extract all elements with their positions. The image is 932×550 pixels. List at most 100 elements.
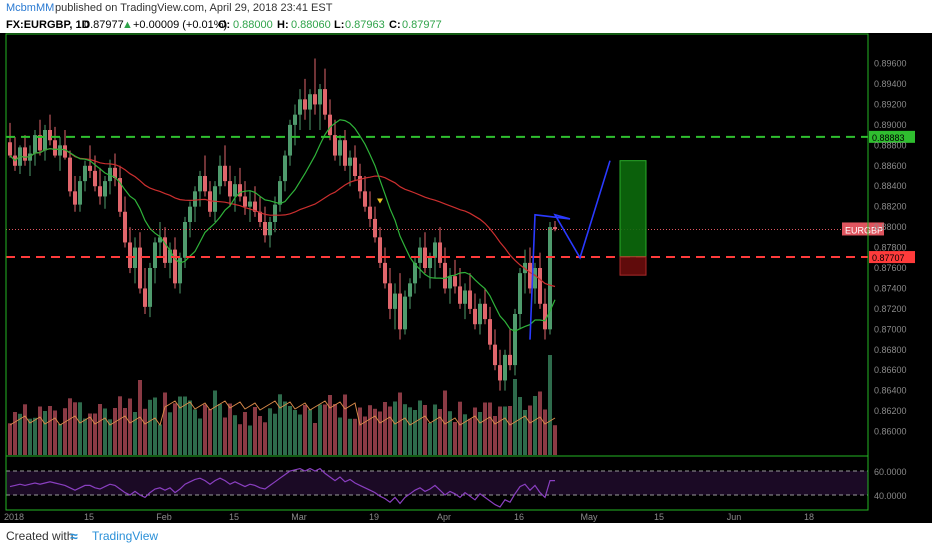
candle-body [188,206,192,222]
candle-body [468,290,472,309]
x-tick-label: 15 [84,512,94,522]
candle-body [323,89,327,115]
y-tick-label: 0.88400 [874,181,907,191]
volume-bar [113,408,117,455]
candle-body [488,319,492,345]
chart-frame [5,33,869,511]
candle-body [243,196,247,207]
profit-zone [619,160,647,258]
volume-panel [8,355,557,455]
volume-bar [118,396,122,455]
candle-body [288,124,292,156]
symbol-info-bar: FX:EURGBP, 1D 0.87977 ▲ +0.00009 (+0.01%… [0,17,932,33]
y-tick-label: 0.87600 [874,263,907,273]
volume-bar [153,397,157,455]
close-label: C: [389,19,401,31]
candle-body [163,237,167,263]
volume-bar [78,402,82,455]
volume-bar [18,413,22,455]
tradingview-brand[interactable]: TradingView [92,529,159,543]
candle-body [518,273,522,314]
candle-body [418,247,422,263]
volume-bar [163,392,167,455]
volume-bar [528,405,532,455]
candle-body [368,206,372,219]
candle-body [463,290,467,304]
rsi-level-label: 40.0000 [874,491,907,501]
candle-body [93,170,97,187]
candle-body [53,140,57,156]
volume-bar [23,404,27,455]
volume-bar [268,408,272,455]
candle-body [353,157,357,176]
volume-bar [183,396,187,455]
candle-body [278,181,282,205]
volume-bar [493,416,497,455]
rsi-pane-border [5,455,869,511]
projection-line [529,160,611,340]
y-tick-label: 0.87400 [874,283,907,293]
level-price-tag [869,130,915,143]
candle-body [263,222,267,236]
candle-body [268,222,272,236]
candle-body [8,142,12,156]
candle-body [248,201,252,207]
candle-body [393,293,397,309]
candle-body [303,99,307,110]
volume-bar [223,417,227,455]
volume-bar [538,391,542,455]
candle-body [258,211,262,222]
candle-body [363,191,367,207]
candle-body [213,186,217,212]
candle-body [118,178,122,212]
signal-marker-icon [377,198,383,204]
candle-body [23,147,27,161]
author-name[interactable]: McbmMM [6,2,55,14]
volume-bar [193,409,197,455]
y-tick-label: 0.86400 [874,386,907,396]
volume-bar [478,412,482,455]
candle-body [133,247,137,268]
candle-body [458,286,462,304]
x-tick-label: Feb [156,512,172,522]
rsi-level-label: 60.0000 [874,467,907,477]
volume-bar [308,409,312,455]
volume-bar [378,411,382,455]
volume-bar [28,418,32,455]
level-price-tag [869,251,915,264]
volume-bar [503,406,507,455]
candle-body [308,94,312,110]
volume-bar [313,423,317,455]
candle-body [528,262,532,289]
rsi-line [9,467,555,508]
volume-bar [433,404,437,455]
candle-body [408,283,412,297]
price-change: +0.00009 (+0.01%) [133,19,228,31]
volume-bar [408,407,412,455]
volume-bar [298,414,302,455]
high-label: H: [277,19,289,31]
volume-bar [438,409,442,455]
candle-body [198,176,202,192]
candle-body [178,257,182,284]
volume-bar [13,412,17,455]
volume-bar [253,407,257,455]
candle-body [43,130,47,151]
tradingview-logo-icon[interactable]: ≈ [70,528,78,544]
volume-bar [363,416,367,455]
symbol-label: FX:EURGBP, 1D [6,19,90,31]
candle-body [383,262,387,284]
x-tick-label: 15 [654,512,664,522]
volume-bar [103,408,107,455]
volume-bar [448,411,452,455]
volume-bar [273,413,277,455]
volume-bar [213,390,217,455]
volume-bar [168,412,172,455]
volume-bar [413,410,417,455]
volume-bar [483,402,487,455]
x-tick-label: 16 [514,512,524,522]
candle-body [203,176,207,192]
volume-bar [8,423,12,455]
volume-bar [373,408,377,455]
chart-area[interactable]: 60.0000 40.0000 0.88883 0.87707 EURGBP 0.89… [0,33,932,523]
